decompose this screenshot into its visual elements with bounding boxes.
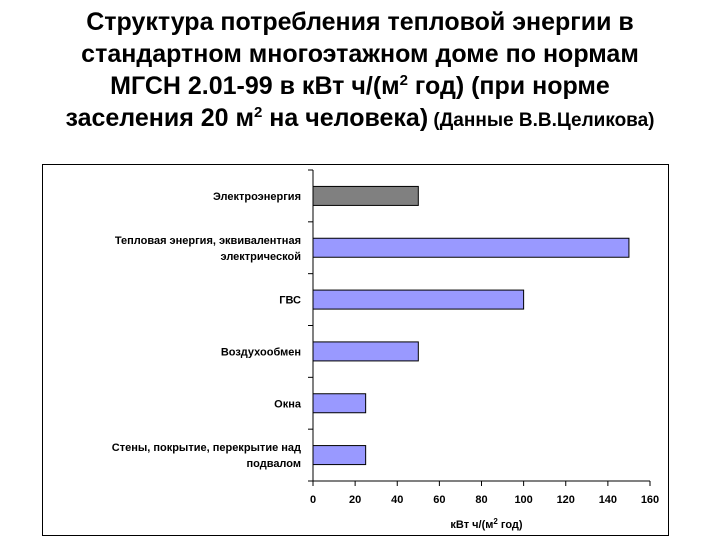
x-tick-label: 0 — [310, 494, 316, 506]
x-tick-label: 140 — [599, 494, 617, 506]
title-line-1: Структура потребления тепловой энергии в — [86, 8, 634, 36]
category-label: электрической — [221, 251, 301, 263]
bar — [312, 445, 367, 466]
title-line-3-end: год) (при норме — [407, 72, 610, 100]
x-axis-label: кВт ч/(м2 год) — [450, 517, 523, 531]
category-label: Электроэнергия — [213, 191, 301, 203]
x-tick-label: 80 — [475, 494, 487, 506]
bar — [312, 185, 419, 206]
title-line-2: стандартном многоэтажном доме по нормам — [81, 40, 639, 68]
bar — [312, 237, 630, 258]
title-line-4-text: заселения 20 м — [65, 104, 254, 132]
category-label: Тепловая энергия, эквивалентная — [115, 235, 301, 247]
title-line-4: заселения 20 м2 на человека) (Данные В.В… — [0, 102, 720, 137]
bar — [312, 341, 419, 362]
title-line-3: МГСН 2.01-99 в кВт ч/(м2 год) (при норме — [0, 70, 720, 102]
bar-chart: Электроэнергия Тепловая энергия, эквивале… — [112, 169, 659, 531]
x-tick-label: 100 — [514, 494, 532, 506]
title-line-4-superscript: 2 — [253, 104, 263, 121]
x-tick-label: 60 — [433, 494, 445, 506]
category-label: подвалом — [247, 458, 302, 470]
x-tick-label: 40 — [391, 494, 403, 506]
x-tick-label: 160 — [641, 494, 659, 506]
x-tick-label: 20 — [349, 494, 361, 506]
category-label: Окна — [274, 398, 302, 410]
category-label: Стены, покрытие, перекрытие над — [112, 442, 301, 454]
chart-title: Структура потребления тепловой энергии в… — [0, 6, 720, 137]
title-line-3-superscript: 2 — [399, 72, 408, 89]
title-line-4-end: на человека) — [262, 104, 429, 132]
title-source: (Данные В.В.Целикова) — [428, 110, 655, 131]
x-tick-label: 120 — [557, 494, 575, 506]
title-line-3-text: МГСН 2.01-99 в кВт ч/(м — [110, 72, 400, 100]
bar — [312, 393, 367, 414]
category-label: ГВС — [279, 295, 301, 307]
category-label: Воздухообмен — [221, 346, 301, 358]
chart-area: Электроэнергия Тепловая энергия, эквивале… — [42, 164, 669, 536]
bar — [312, 289, 525, 310]
